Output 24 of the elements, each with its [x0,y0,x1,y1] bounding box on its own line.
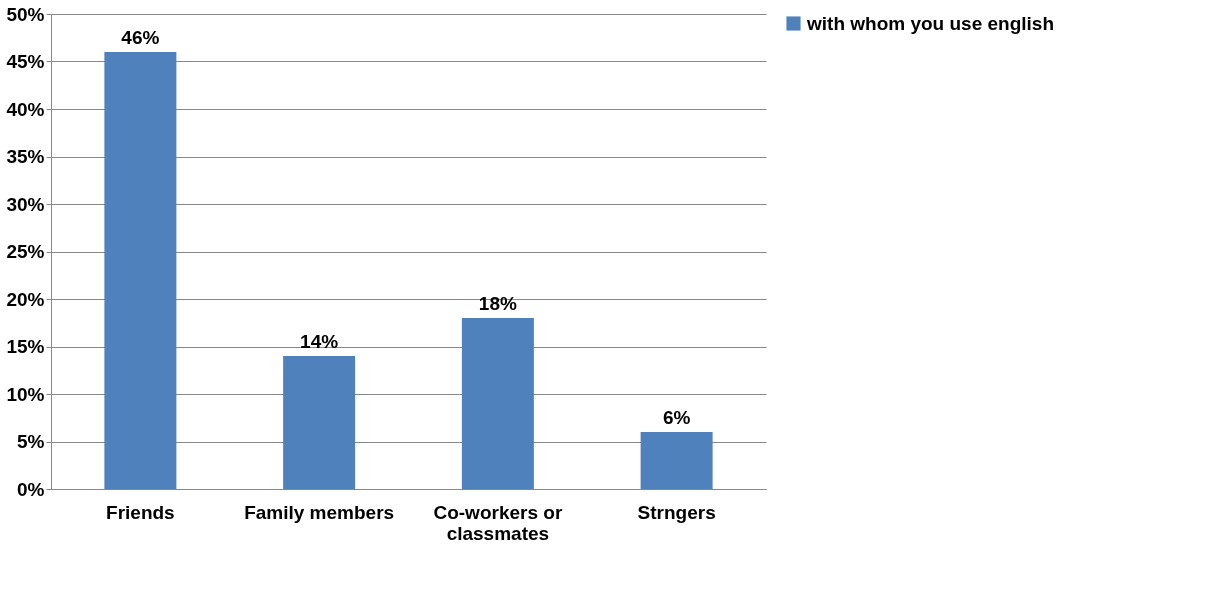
data-label: 18% [478,293,517,314]
y-tick-label: 15% [6,336,45,357]
y-tick-label: 35% [6,146,45,167]
bar [283,356,356,489]
y-tick-label: 50% [6,3,45,25]
x-tick-label: Co-workers or classmates [433,501,563,544]
bar [104,52,177,489]
y-tick-label: 25% [6,241,45,262]
bar [640,432,713,489]
legend-label: with whom you use english [806,12,1055,34]
data-label: 6% [662,407,691,428]
y-tick-label: 0% [17,478,45,500]
y-tick-label: 45% [6,51,45,72]
x-tick-label: Family members [244,501,395,523]
y-tick-label: 30% [6,193,45,215]
bar [461,318,534,489]
y-tick-label: 5% [17,431,45,452]
x-tick-label: Strngers [637,501,716,523]
y-tick-label: 20% [6,288,45,310]
data-label: 46% [121,27,160,48]
x-tick-label: Friends [106,501,175,523]
y-tick-label: 10% [6,383,45,405]
data-label: 14% [300,331,339,352]
y-tick-label: 40% [6,98,45,120]
